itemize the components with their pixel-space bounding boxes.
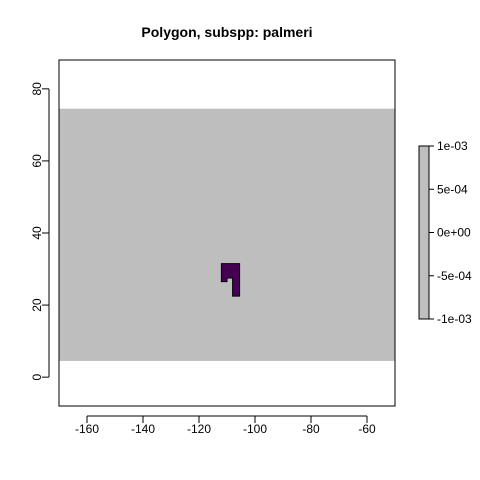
y-tick-label: 40: [30, 226, 44, 240]
legend-tick-label: 5e-04: [437, 182, 468, 196]
legend: 1e-03 5e-04 0e+00 -5e-04 -1e-03: [418, 139, 472, 326]
legend-color-bar: [418, 145, 430, 320]
x-tick-label: -120: [187, 422, 211, 436]
y-tick-label: 0: [30, 374, 44, 381]
x-tick-label: -140: [131, 422, 155, 436]
x-tick-label: -80: [302, 422, 320, 436]
legend-tick-label: 0e+00: [437, 226, 471, 240]
y-tick-label: 80: [30, 82, 44, 96]
x-tick-label: -100: [243, 422, 267, 436]
y-tick-label: 20: [30, 298, 44, 312]
legend-tick-label: -1e-03: [437, 312, 472, 326]
range-polygon: [220, 263, 241, 297]
plot-frame: [58, 59, 396, 407]
y-tick-label: 60: [30, 154, 44, 168]
legend-tick-label: -5e-04: [437, 269, 472, 283]
plot-area: -160 -140 -120 -100 -80 -60 0 20 40 60 80: [30, 59, 396, 436]
raster-band: [59, 108, 395, 361]
legend-tick-label: 1e-03: [437, 139, 468, 153]
x-tick-label: -60: [358, 422, 376, 436]
x-tick-label: -160: [75, 422, 99, 436]
chart-title: Polygon, subspp: palmeri: [141, 24, 312, 40]
